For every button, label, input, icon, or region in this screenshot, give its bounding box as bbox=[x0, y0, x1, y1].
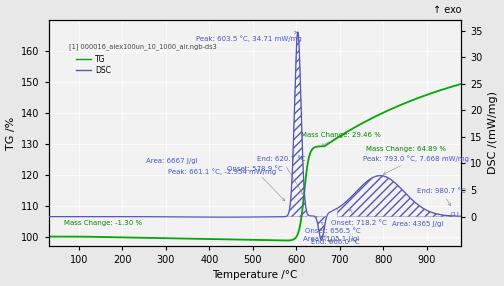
Text: Mass Change: 29.46 %: Mass Change: 29.46 % bbox=[301, 132, 382, 146]
Text: End: 980.7 °C: End: 980.7 °C bbox=[417, 188, 466, 206]
Y-axis label: TG /%: TG /% bbox=[6, 116, 16, 150]
Y-axis label: DSC /(mW/mg): DSC /(mW/mg) bbox=[488, 92, 498, 174]
Text: Onset: 656.5 °C: Onset: 656.5 °C bbox=[305, 222, 360, 234]
Text: Mass Change: 64.89 %: Mass Change: 64.89 % bbox=[366, 146, 447, 152]
X-axis label: Temperature /°C: Temperature /°C bbox=[212, 271, 298, 281]
Text: Area: -105.1 J/gl: Area: -105.1 J/gl bbox=[303, 236, 359, 242]
Text: Peak: 661.1 °C, -2.954 mW/mg: Peak: 661.1 °C, -2.954 mW/mg bbox=[168, 168, 276, 175]
Text: Onset: 578.9 °C: Onset: 578.9 °C bbox=[227, 166, 285, 201]
Text: Peak: 793.0 °C, 7.668 mW/mg: Peak: 793.0 °C, 7.668 mW/mg bbox=[363, 155, 469, 174]
Text: End: 620.7 °C: End: 620.7 °C bbox=[257, 156, 305, 195]
Text: Onset: 718.2 °C: Onset: 718.2 °C bbox=[331, 209, 387, 226]
Text: End: 666.0 °C: End: 666.0 °C bbox=[311, 239, 360, 245]
Text: [1] 000016_alex100un_10_1000_air.ngb-ds3: [1] 000016_alex100un_10_1000_air.ngb-ds3 bbox=[69, 44, 217, 50]
Text: [1]: [1] bbox=[451, 211, 459, 216]
Legend: TG, DSC: TG, DSC bbox=[73, 52, 114, 78]
Text: Mass Change: -1.30 %: Mass Change: -1.30 % bbox=[64, 220, 142, 226]
Text: Area: 4365 J/gl: Area: 4365 J/gl bbox=[392, 221, 443, 227]
Text: Peak: 603.5 °C, 34.71 mW/mg: Peak: 603.5 °C, 34.71 mW/mg bbox=[197, 31, 302, 42]
Text: ↑ exo: ↑ exo bbox=[433, 5, 461, 15]
Text: Area: 6667 J/gl: Area: 6667 J/gl bbox=[146, 158, 198, 164]
